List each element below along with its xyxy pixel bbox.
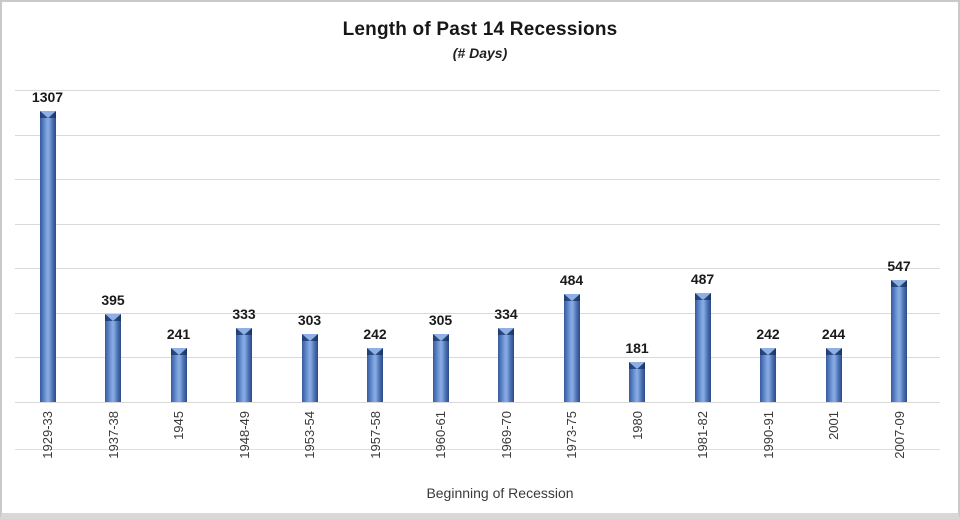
category-label: 1960-61 xyxy=(433,411,448,459)
gridline xyxy=(15,357,940,359)
plot-area: 1307 395 241 333 303 242 305 334 484 181 487 242 244… xyxy=(15,88,940,403)
bar xyxy=(498,327,514,402)
category-label: 1937-38 xyxy=(105,411,121,459)
value-label: 395 xyxy=(101,291,125,308)
category-label: 1990-91 xyxy=(760,411,776,459)
x-axis-labels: 1929-33 1937-38 1945 1948-49 1953-54 1957-58 1… xyxy=(2,411,958,483)
bar xyxy=(432,334,449,402)
value-label: 334 xyxy=(494,305,518,322)
bar xyxy=(236,327,252,402)
category-label: 1957-58 xyxy=(367,411,383,459)
bar xyxy=(105,313,121,402)
gridline xyxy=(15,179,940,181)
bar xyxy=(39,110,56,402)
bar xyxy=(891,280,907,402)
category-label: 1981-82 xyxy=(695,411,710,459)
x-axis-title: Beginning of Recession xyxy=(426,485,574,501)
bar xyxy=(694,293,711,402)
value-label: 487 xyxy=(690,271,715,288)
bar xyxy=(301,334,318,402)
bar xyxy=(563,294,580,402)
value-label: 303 xyxy=(297,312,322,329)
category-label: 1980 xyxy=(629,411,645,440)
category-area-gridline xyxy=(15,449,940,450)
gridline xyxy=(15,134,940,136)
value-label: 1307 xyxy=(31,88,64,105)
value-label: 484 xyxy=(559,272,584,289)
gridline xyxy=(15,312,940,314)
bar xyxy=(825,347,842,402)
category-label: 1948-49 xyxy=(236,411,252,459)
category-label: 2001 xyxy=(826,411,841,440)
bar xyxy=(760,348,776,402)
bar xyxy=(367,348,383,402)
category-label: 1953-54 xyxy=(302,411,317,459)
bar xyxy=(629,361,645,402)
value-label: 305 xyxy=(428,312,453,329)
value-label: 241 xyxy=(166,326,191,343)
bar xyxy=(170,348,187,402)
gridline xyxy=(15,268,940,270)
category-label: 1973-75 xyxy=(564,411,579,459)
chart-subtitle: (# Days) xyxy=(452,45,508,61)
gridline xyxy=(15,223,940,225)
value-label: 244 xyxy=(821,325,846,342)
value-label: 547 xyxy=(887,258,911,275)
gridline xyxy=(15,402,940,403)
chart-title: Length of Past 14 Recessions xyxy=(342,19,618,40)
gridline xyxy=(15,90,940,91)
value-label: 242 xyxy=(756,326,780,343)
category-label: 1929-33 xyxy=(40,411,55,459)
category-label: 1969-70 xyxy=(498,411,514,459)
category-label: 2007-09 xyxy=(891,411,907,459)
value-label: 242 xyxy=(363,326,387,343)
category-label: 1945 xyxy=(171,411,186,440)
value-label: 181 xyxy=(625,339,649,356)
value-label: 333 xyxy=(232,305,256,322)
